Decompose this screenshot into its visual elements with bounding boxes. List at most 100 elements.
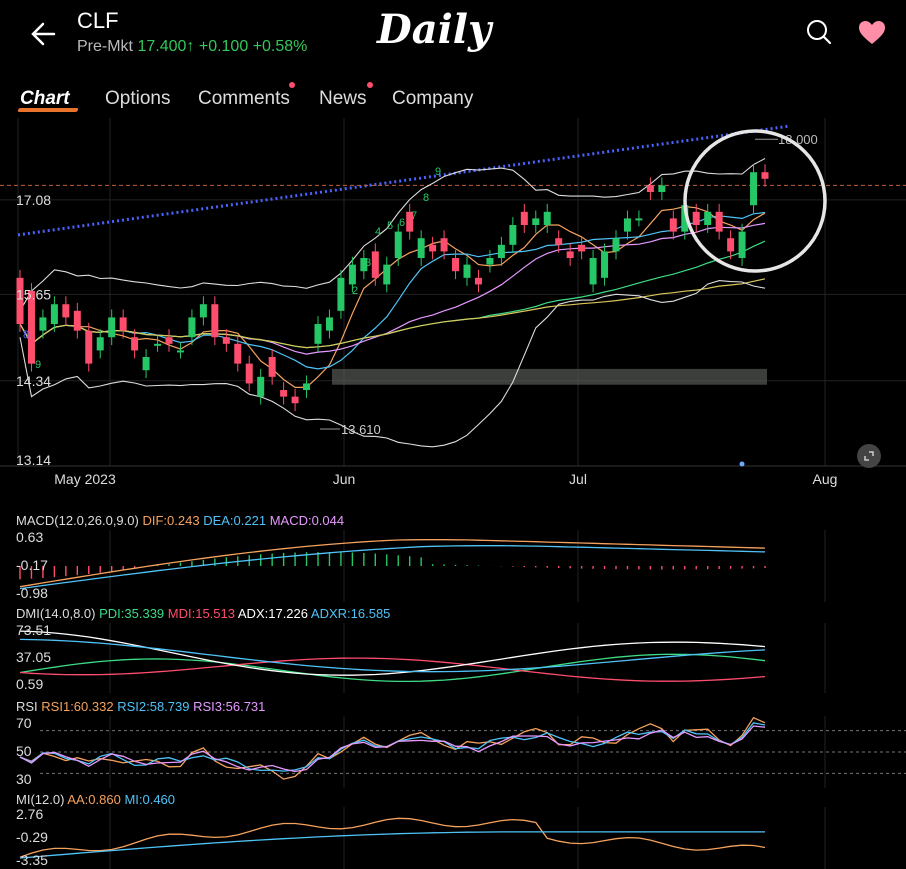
- rsi1-line: [19, 716, 766, 780]
- candle-body: [429, 244, 437, 252]
- candle-body: [119, 317, 127, 331]
- rsi3-value: RSI3:56.731: [193, 699, 266, 714]
- candle-body: [234, 343, 242, 364]
- candle-body: [704, 211, 712, 226]
- candle-body: [337, 277, 345, 311]
- search-button[interactable]: [805, 18, 833, 46]
- td-count-label: 2: [352, 285, 358, 297]
- candle-body: [715, 211, 723, 232]
- panel-tick-label: 73.51: [16, 623, 51, 638]
- candle-body: [532, 218, 540, 226]
- candle-body: [440, 238, 448, 252]
- tab-chart[interactable]: Chart: [20, 88, 70, 109]
- mdi-value: MDI:15.513: [167, 606, 235, 621]
- dif-value: DIF:0.243: [142, 513, 200, 528]
- candle-body: [635, 218, 643, 221]
- rsi2-value: RSI2:58.739: [117, 699, 190, 714]
- comments-notification-dot: [289, 82, 295, 88]
- tab-company[interactable]: Company: [392, 88, 474, 109]
- low-price-label: 13.610: [341, 422, 381, 437]
- aa-line: [19, 817, 766, 858]
- candle-body: [165, 337, 173, 344]
- panel-tick-label: -0.29: [16, 829, 48, 845]
- rsi-legend: RSI RSI1:60.332 RSI2:58.739 RSI3:56.731: [16, 699, 265, 714]
- td-count-label: 9: [435, 166, 441, 178]
- panel-tick-label: 0.59: [16, 676, 43, 692]
- tab-chart-underline: [17, 108, 79, 112]
- candle-body: [520, 211, 528, 226]
- moving-average-line: [19, 205, 766, 388]
- candle-body: [371, 251, 379, 278]
- candle-body: [188, 317, 196, 338]
- candle-body: [211, 304, 219, 338]
- date-tick-label: Aug: [813, 471, 838, 487]
- price-tick-label: 13.14: [16, 452, 51, 468]
- candle-body: [589, 258, 597, 285]
- candle-body: [406, 211, 414, 232]
- favorite-button[interactable]: [858, 20, 886, 46]
- price-tick-label: 14.34: [16, 373, 51, 389]
- candle-body: [131, 337, 139, 351]
- candle-body: [303, 383, 311, 391]
- candle-body: [738, 231, 746, 259]
- mi-line: [19, 831, 765, 859]
- moving-average-line: [19, 222, 766, 355]
- tab-options[interactable]: Options: [105, 88, 171, 109]
- expand-icon: [864, 451, 874, 461]
- panel-tick-label: -3.35: [16, 852, 48, 868]
- candle-body: [692, 211, 700, 226]
- premarket-label: Pre-Mkt: [77, 38, 133, 55]
- mi-panel[interactable]: 2.76 -0.29 -3.35: [0, 807, 906, 869]
- rsi-panel[interactable]: 70 50 30: [0, 716, 906, 788]
- panel-tick-label: 2.76: [16, 807, 43, 822]
- dea-value: DEA:0.221: [203, 513, 267, 528]
- chart-grid: [0, 118, 906, 467]
- date-tick-label: Jul: [569, 471, 587, 487]
- td-count-label: 9: [35, 359, 41, 371]
- td-count-label: 8: [423, 192, 429, 204]
- rsi3-line: [19, 725, 766, 773]
- date-tick-label: May 2023: [54, 471, 116, 487]
- candle-body: [314, 324, 322, 344]
- panel-tick-label: 50: [16, 743, 32, 759]
- candle-body: [348, 264, 356, 285]
- tab-news[interactable]: News: [319, 88, 367, 109]
- candle-body: [268, 357, 276, 377]
- adxr-line: [19, 638, 766, 673]
- fullscreen-button[interactable]: [857, 444, 881, 468]
- candle-body: [750, 172, 758, 206]
- upper-band-line: [19, 158, 766, 312]
- tab-comments[interactable]: Comments: [198, 88, 290, 109]
- candle-body: [578, 244, 586, 252]
- macd-panel[interactable]: 0.63 -0.17 -0.98: [0, 530, 906, 602]
- high-price-label: 18.000: [778, 132, 818, 147]
- back-button[interactable]: [28, 18, 60, 50]
- mdi-line: [19, 657, 766, 682]
- ticker-symbol: CLF: [77, 8, 119, 33]
- candle-body: [486, 258, 494, 265]
- candle-body: [154, 343, 162, 346]
- candle-body: [62, 304, 70, 318]
- dmi-legend: DMI(14.0,8.0) PDI:35.339 MDI:15.513 ADX:…: [16, 606, 390, 621]
- highlight-circle: [683, 129, 827, 273]
- macd-legend: MACD(12.0,26.0,9.0) DIF:0.243 DEA:0.221 …: [16, 513, 344, 528]
- candle-body: [176, 350, 184, 353]
- candle-body: [452, 258, 460, 272]
- current-position-dot: [739, 461, 745, 467]
- candle-body: [325, 317, 333, 331]
- mi-legend: MI(12.0) AA:0.860 MI:0.460: [16, 792, 175, 807]
- candle-body: [280, 390, 288, 397]
- candle-body: [360, 258, 368, 272]
- panel-tick-label: 37.05: [16, 649, 51, 665]
- adx-line: [19, 630, 766, 676]
- price-chart[interactable]: 17.08 15.65 14.34 13.14 May 2023 Jun Jul Aug 1…: [0, 118, 906, 493]
- td-count-label: 8: [23, 329, 29, 341]
- daily-overlay-title: Daily: [377, 6, 492, 53]
- dmi-panel[interactable]: 73.51 37.05 0.59: [0, 623, 906, 693]
- candle-body: [669, 218, 677, 232]
- candle-body: [27, 291, 35, 364]
- candle-body: [623, 218, 631, 232]
- adxr-value: ADXR:16.585: [310, 606, 391, 621]
- panel-tick-label: 70: [16, 716, 32, 731]
- dmi-title: DMI(14.0,8.0): [16, 606, 96, 621]
